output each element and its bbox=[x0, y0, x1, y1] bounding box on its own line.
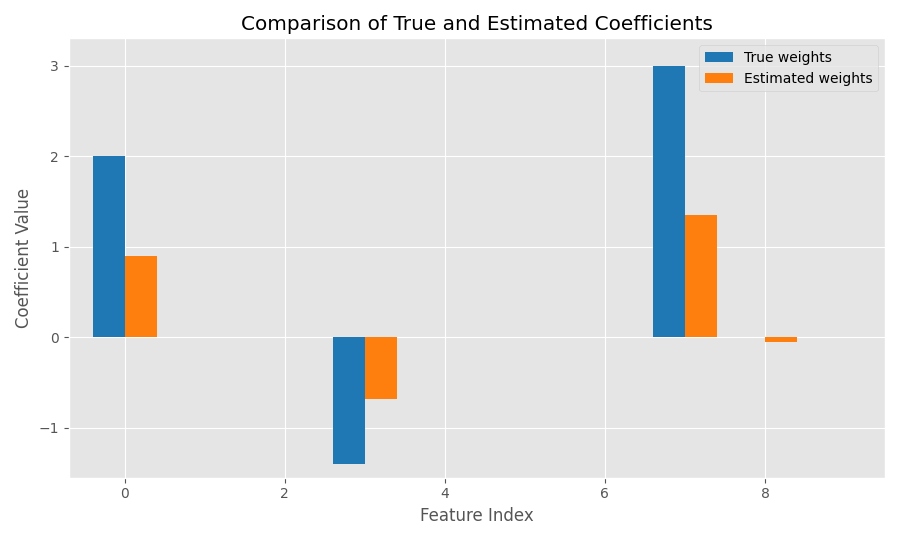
Bar bbox=[685, 215, 717, 338]
Bar bbox=[333, 338, 364, 464]
Legend: True weights, Estimated weights: True weights, Estimated weights bbox=[699, 45, 878, 91]
X-axis label: Feature Index: Feature Index bbox=[420, 507, 534, 525]
Bar bbox=[765, 338, 797, 342]
Y-axis label: Coefficient Value: Coefficient Value bbox=[15, 188, 33, 328]
Title: Comparison of True and Estimated Coefficients: Comparison of True and Estimated Coeffic… bbox=[241, 15, 713, 34]
Bar bbox=[652, 65, 685, 338]
Bar bbox=[364, 338, 397, 399]
Bar bbox=[93, 156, 125, 338]
Bar bbox=[125, 256, 157, 338]
